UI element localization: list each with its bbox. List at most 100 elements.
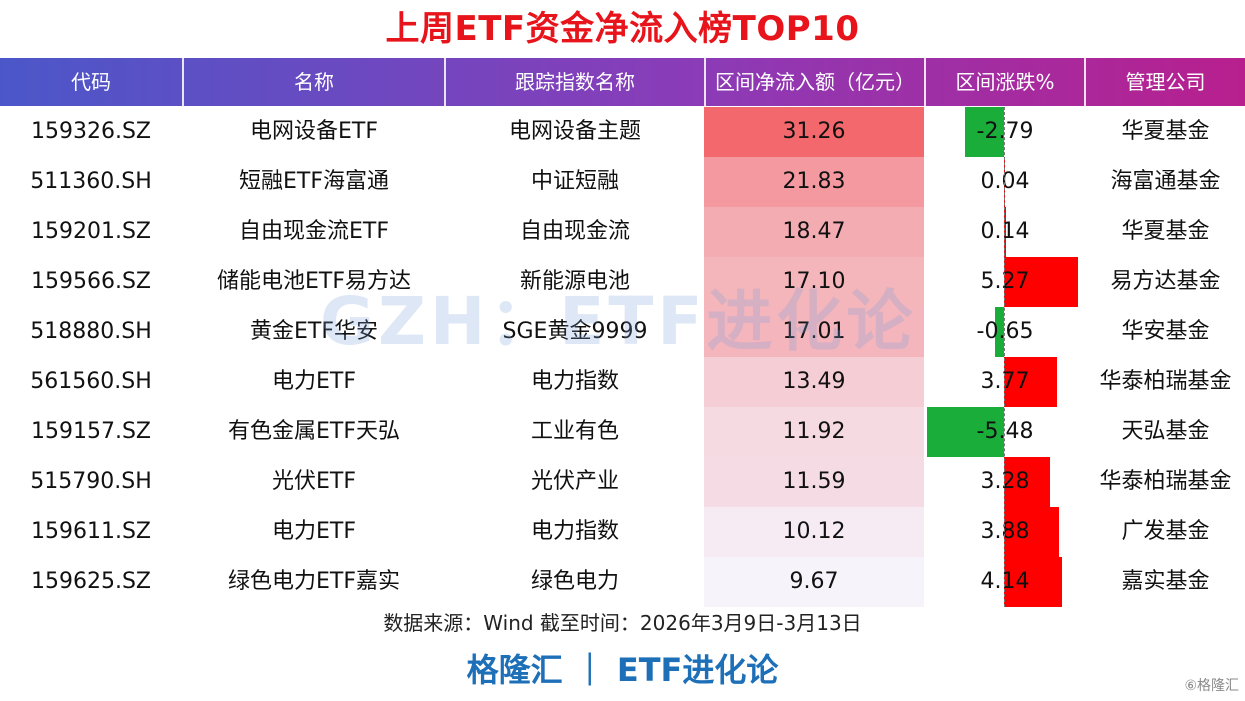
cell-name: 光伏ETF bbox=[272, 469, 356, 494]
header-change: 区间涨跌% bbox=[955, 70, 1055, 94]
table-row: 518880.SH 黄金ETF华安 SGE黄金9999 17.01 -0.65 华安基金 bbox=[0, 307, 1245, 357]
flow-heat-cell bbox=[704, 157, 924, 207]
cell-flow: 11.59 bbox=[782, 469, 846, 494]
cell-index: SGE黄金9999 bbox=[502, 319, 648, 344]
change-bar bbox=[1004, 557, 1063, 607]
table-header: 代码 名称 跟踪指数名称 区间净流入额（亿元） 区间涨跌% 管理公司 bbox=[0, 58, 1245, 106]
header-code: 代码 bbox=[71, 70, 111, 94]
cell-flow: 13.49 bbox=[782, 369, 846, 394]
cell-change: -5.48 bbox=[976, 419, 1034, 444]
table-row: 561560.SH 电力ETF 电力指数 13.49 3.77 华泰柏瑞基金 bbox=[0, 357, 1245, 407]
cell-flow: 11.92 bbox=[782, 419, 846, 444]
brand-footer: 格隆汇 ｜ ETF进化论 bbox=[466, 651, 779, 689]
cell-index: 中证短融 bbox=[530, 169, 619, 194]
change-bar bbox=[1004, 507, 1059, 557]
cell-company: 华夏基金 bbox=[1121, 119, 1210, 144]
cell-code: 159566.SZ bbox=[30, 269, 151, 294]
cell-change: 0.14 bbox=[980, 219, 1030, 244]
flow-heat-cell bbox=[704, 507, 924, 557]
cell-index: 电网设备主题 bbox=[508, 119, 641, 144]
change-bar bbox=[926, 407, 1004, 457]
change-bar bbox=[1004, 457, 1051, 507]
cell-company: 华泰柏瑞基金 bbox=[1099, 469, 1232, 494]
cell-flow: 31.26 bbox=[782, 119, 846, 144]
flow-heat-cell bbox=[704, 107, 924, 157]
cell-flow: 18.47 bbox=[782, 219, 846, 244]
flow-heat-cell bbox=[704, 307, 924, 357]
cell-name: 绿色电力ETF嘉实 bbox=[228, 569, 400, 594]
cell-code: 515790.SH bbox=[30, 469, 152, 494]
cell-change: 3.28 bbox=[980, 469, 1030, 494]
flow-heat-cell bbox=[704, 407, 924, 457]
header-divider bbox=[182, 58, 184, 106]
cell-company: 海富通基金 bbox=[1110, 169, 1221, 194]
table-row: 511360.SH 短融ETF海富通 中证短融 21.83 0.04 海富通基金 bbox=[0, 157, 1245, 207]
cell-company: 华夏基金 bbox=[1121, 219, 1210, 244]
cell-change: -0.65 bbox=[976, 319, 1034, 344]
cell-index: 电力指数 bbox=[530, 519, 619, 544]
header-divider bbox=[704, 58, 706, 106]
cell-name: 电力ETF bbox=[272, 519, 356, 544]
data-source-note: 数据来源：Wind 截至时间：2026年3月9日-3月13日 bbox=[383, 611, 862, 635]
cell-code: 159201.SZ bbox=[30, 219, 151, 244]
cell-company: 易方达基金 bbox=[1110, 269, 1221, 294]
cell-code: 159157.SZ bbox=[30, 419, 151, 444]
table-row: 159157.SZ 有色金属ETF天弘 工业有色 11.92 -5.48 天弘基金 bbox=[0, 407, 1245, 457]
cell-code: 159326.SZ bbox=[30, 119, 151, 144]
change-bar bbox=[1004, 257, 1079, 307]
change-zero-axis bbox=[1004, 107, 1005, 607]
flow-heat-cell bbox=[704, 357, 924, 407]
cell-company: 嘉实基金 bbox=[1121, 569, 1210, 594]
cell-name: 电网设备ETF bbox=[250, 119, 378, 144]
header-name: 名称 bbox=[294, 70, 334, 94]
cell-change: 0.04 bbox=[980, 169, 1030, 194]
table-row: 159326.SZ 电网设备ETF 电网设备主题 31.26 -2.79 华夏基金 bbox=[0, 107, 1245, 157]
header-index: 跟踪指数名称 bbox=[515, 70, 635, 94]
cell-index: 工业有色 bbox=[530, 419, 619, 444]
header-company: 管理公司 bbox=[1125, 70, 1206, 94]
cell-flow: 9.67 bbox=[789, 569, 839, 594]
cell-name: 短融ETF海富通 bbox=[239, 169, 389, 194]
table-row: 159611.SZ 电力ETF 电力指数 10.12 3.88 广发基金 bbox=[0, 507, 1245, 557]
cell-name: 储能电池ETF易方达 bbox=[217, 269, 411, 294]
cell-company: 天弘基金 bbox=[1121, 419, 1210, 444]
cell-index: 自由现金流 bbox=[519, 219, 630, 244]
cell-index: 光伏产业 bbox=[530, 469, 619, 494]
cell-flow: 10.12 bbox=[782, 519, 846, 544]
cell-company: 华泰柏瑞基金 bbox=[1099, 369, 1232, 394]
cell-name: 自由现金流ETF bbox=[239, 219, 389, 244]
cell-change: 5.27 bbox=[980, 269, 1030, 294]
header-divider bbox=[1084, 58, 1086, 106]
header-flow: 区间净流入额（亿元） bbox=[715, 70, 915, 94]
cell-flow: 17.10 bbox=[782, 269, 846, 294]
flow-heat-cell bbox=[704, 557, 924, 607]
cell-index: 电力指数 bbox=[530, 369, 619, 394]
cell-company: 广发基金 bbox=[1121, 519, 1210, 544]
watermark: GZH：ETF进化论 bbox=[320, 283, 917, 360]
change-bar bbox=[964, 107, 1004, 157]
cell-code: 511360.SH bbox=[30, 169, 152, 194]
cell-flow: 17.01 bbox=[782, 319, 846, 344]
cell-code: 518880.SH bbox=[30, 319, 152, 344]
flow-heat-cell bbox=[704, 257, 924, 307]
cell-code: 159625.SZ bbox=[30, 569, 151, 594]
cell-index: 绿色电力 bbox=[530, 569, 619, 594]
cell-code: 159611.SZ bbox=[30, 519, 151, 544]
cell-change: 3.77 bbox=[980, 369, 1030, 394]
cell-name: 有色金属ETF天弘 bbox=[228, 419, 400, 444]
change-bar bbox=[1004, 357, 1058, 407]
cell-code: 561560.SH bbox=[30, 369, 152, 394]
cell-change: 3.88 bbox=[980, 519, 1030, 544]
header-divider bbox=[924, 58, 926, 106]
cell-change: -2.79 bbox=[976, 119, 1034, 144]
table-row: 515790.SH 光伏ETF 光伏产业 11.59 3.28 华泰柏瑞基金 bbox=[0, 457, 1245, 507]
cell-name: 黄金ETF华安 bbox=[250, 319, 378, 344]
header-divider bbox=[444, 58, 446, 106]
flow-heat-cell bbox=[704, 207, 924, 257]
flow-heat-cell bbox=[704, 457, 924, 507]
cell-index: 新能源电池 bbox=[519, 269, 630, 294]
page-title: 上周ETF资金净流入榜TOP10 bbox=[385, 9, 860, 49]
cell-change: 4.14 bbox=[980, 569, 1030, 594]
cell-company: 华安基金 bbox=[1121, 319, 1210, 344]
cell-name: 电力ETF bbox=[272, 369, 356, 394]
